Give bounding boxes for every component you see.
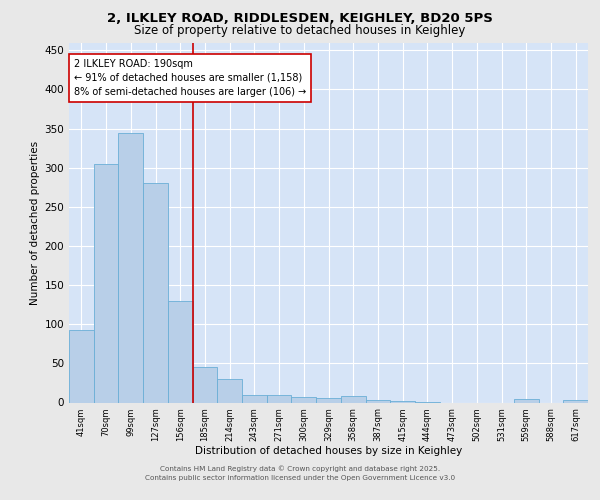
Bar (242, 394, 267, 402)
Bar (341, 396, 365, 402)
Bar (118, 134, 143, 402)
Bar (292, 397, 316, 402)
Bar (365, 400, 390, 402)
Bar (390, 401, 415, 402)
Bar (217, 379, 242, 402)
Text: Contains public sector information licensed under the Open Government Licence v3: Contains public sector information licen… (145, 475, 455, 481)
Text: Size of property relative to detached houses in Keighley: Size of property relative to detached ho… (134, 24, 466, 37)
X-axis label: Distribution of detached houses by size in Keighley: Distribution of detached houses by size … (195, 446, 462, 456)
Y-axis label: Number of detached properties: Number of detached properties (30, 140, 40, 304)
Bar (69, 330, 94, 402)
Bar (94, 164, 118, 402)
Text: 2 ILKLEY ROAD: 190sqm
← 91% of detached houses are smaller (1,158)
8% of semi-de: 2 ILKLEY ROAD: 190sqm ← 91% of detached … (74, 58, 307, 96)
Bar (143, 184, 168, 402)
Bar (267, 394, 292, 402)
Text: Contains HM Land Registry data © Crown copyright and database right 2025.: Contains HM Land Registry data © Crown c… (160, 466, 440, 472)
Bar (193, 366, 217, 402)
Bar (316, 398, 341, 402)
Bar (563, 400, 588, 402)
Text: 2, ILKLEY ROAD, RIDDLESDEN, KEIGHLEY, BD20 5PS: 2, ILKLEY ROAD, RIDDLESDEN, KEIGHLEY, BD… (107, 12, 493, 26)
Bar (514, 400, 539, 402)
Bar (168, 301, 193, 402)
